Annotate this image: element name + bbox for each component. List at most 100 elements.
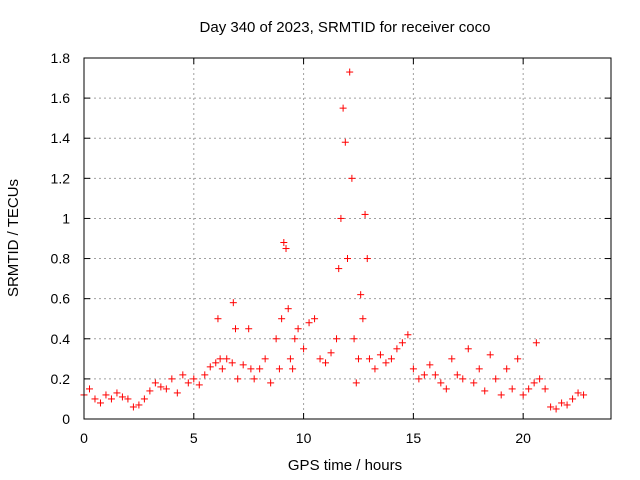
data-point bbox=[519, 391, 527, 399]
data-point bbox=[102, 391, 110, 399]
data-point bbox=[214, 315, 222, 323]
data-point bbox=[350, 335, 358, 343]
data-point bbox=[541, 385, 549, 393]
y-axis-label: SRMTID / TECUs bbox=[5, 179, 22, 297]
data-point bbox=[409, 365, 417, 373]
data-point bbox=[475, 365, 483, 373]
data-point bbox=[316, 355, 324, 363]
data-point bbox=[508, 385, 516, 393]
data-point bbox=[563, 401, 571, 409]
data-point bbox=[223, 355, 231, 363]
data-point bbox=[492, 375, 500, 383]
data-point bbox=[250, 375, 258, 383]
y-tick-label: 0.6 bbox=[51, 291, 71, 307]
data-point bbox=[536, 375, 544, 383]
data-point bbox=[113, 389, 121, 397]
data-point bbox=[229, 299, 237, 307]
data-point bbox=[212, 359, 220, 367]
data-point bbox=[359, 315, 367, 323]
data-point bbox=[91, 395, 99, 403]
y-tick-label: 1.4 bbox=[51, 130, 71, 146]
data-point bbox=[195, 381, 203, 389]
data-point bbox=[280, 239, 288, 247]
data-point bbox=[346, 68, 354, 76]
data-point bbox=[96, 399, 104, 407]
y-tick-labels: 0 0.2 0.4 0.6 0.8 1 1.2 1.4 1.6 1.8 bbox=[51, 50, 71, 427]
data-point bbox=[179, 371, 187, 379]
data-point bbox=[558, 399, 566, 407]
data-point bbox=[234, 375, 242, 383]
data-point bbox=[232, 325, 240, 333]
x-tick-label: 5 bbox=[190, 430, 198, 446]
y-tick-label: 0.8 bbox=[51, 251, 71, 267]
data-point bbox=[341, 138, 349, 146]
data-point bbox=[357, 291, 365, 299]
data-point bbox=[162, 385, 170, 393]
data-point bbox=[459, 375, 467, 383]
data-point bbox=[245, 325, 253, 333]
data-points bbox=[80, 68, 588, 413]
axis-ticks bbox=[83, 57, 611, 420]
data-point bbox=[426, 361, 434, 369]
data-point bbox=[282, 245, 290, 253]
x-tick-label: 15 bbox=[406, 430, 422, 446]
data-point bbox=[365, 355, 373, 363]
data-point bbox=[569, 395, 577, 403]
y-tick-label: 0 bbox=[62, 411, 70, 427]
data-point bbox=[361, 210, 369, 218]
data-point bbox=[216, 355, 224, 363]
data-point bbox=[393, 345, 401, 353]
y-tick-label: 0.2 bbox=[51, 371, 71, 387]
data-point bbox=[398, 339, 406, 347]
data-point bbox=[201, 371, 209, 379]
data-point bbox=[294, 325, 302, 333]
data-point bbox=[239, 361, 247, 369]
data-point bbox=[415, 375, 423, 383]
data-point bbox=[322, 359, 330, 367]
data-point bbox=[291, 335, 299, 343]
x-tick-labels: 0 5 10 15 20 bbox=[80, 430, 531, 446]
data-point bbox=[486, 351, 494, 359]
data-point bbox=[286, 355, 294, 363]
data-point bbox=[371, 365, 379, 373]
data-point bbox=[300, 345, 308, 353]
data-point bbox=[532, 339, 540, 347]
data-point bbox=[284, 305, 292, 313]
data-point bbox=[333, 335, 341, 343]
y-tick-label: 0.4 bbox=[51, 331, 71, 347]
data-point bbox=[157, 383, 165, 391]
data-point bbox=[448, 355, 456, 363]
x-tick-label: 0 bbox=[80, 430, 88, 446]
data-point bbox=[173, 389, 181, 397]
data-point bbox=[464, 345, 472, 353]
plot-frame bbox=[83, 57, 612, 420]
data-point bbox=[470, 379, 478, 387]
data-point bbox=[580, 391, 588, 399]
data-point bbox=[135, 401, 143, 409]
data-point bbox=[382, 359, 390, 367]
data-point bbox=[339, 104, 347, 112]
data-point bbox=[168, 375, 176, 383]
data-point bbox=[431, 371, 439, 379]
data-point bbox=[206, 363, 214, 371]
data-point bbox=[327, 349, 335, 357]
data-point bbox=[124, 395, 132, 403]
y-tick-label: 1.6 bbox=[51, 90, 71, 106]
y-tick-label: 1.2 bbox=[51, 170, 71, 186]
data-point bbox=[404, 331, 412, 339]
data-point bbox=[453, 371, 461, 379]
data-point bbox=[514, 355, 522, 363]
data-point bbox=[352, 379, 360, 387]
data-point bbox=[305, 319, 313, 327]
data-point bbox=[228, 359, 236, 367]
data-point bbox=[107, 395, 115, 403]
data-point bbox=[344, 255, 351, 263]
data-point bbox=[335, 265, 343, 273]
y-tick-label: 1.8 bbox=[51, 50, 71, 66]
data-point bbox=[552, 405, 560, 413]
data-point bbox=[354, 355, 362, 363]
data-point bbox=[311, 315, 319, 323]
data-point bbox=[574, 389, 582, 397]
data-point bbox=[497, 391, 505, 399]
